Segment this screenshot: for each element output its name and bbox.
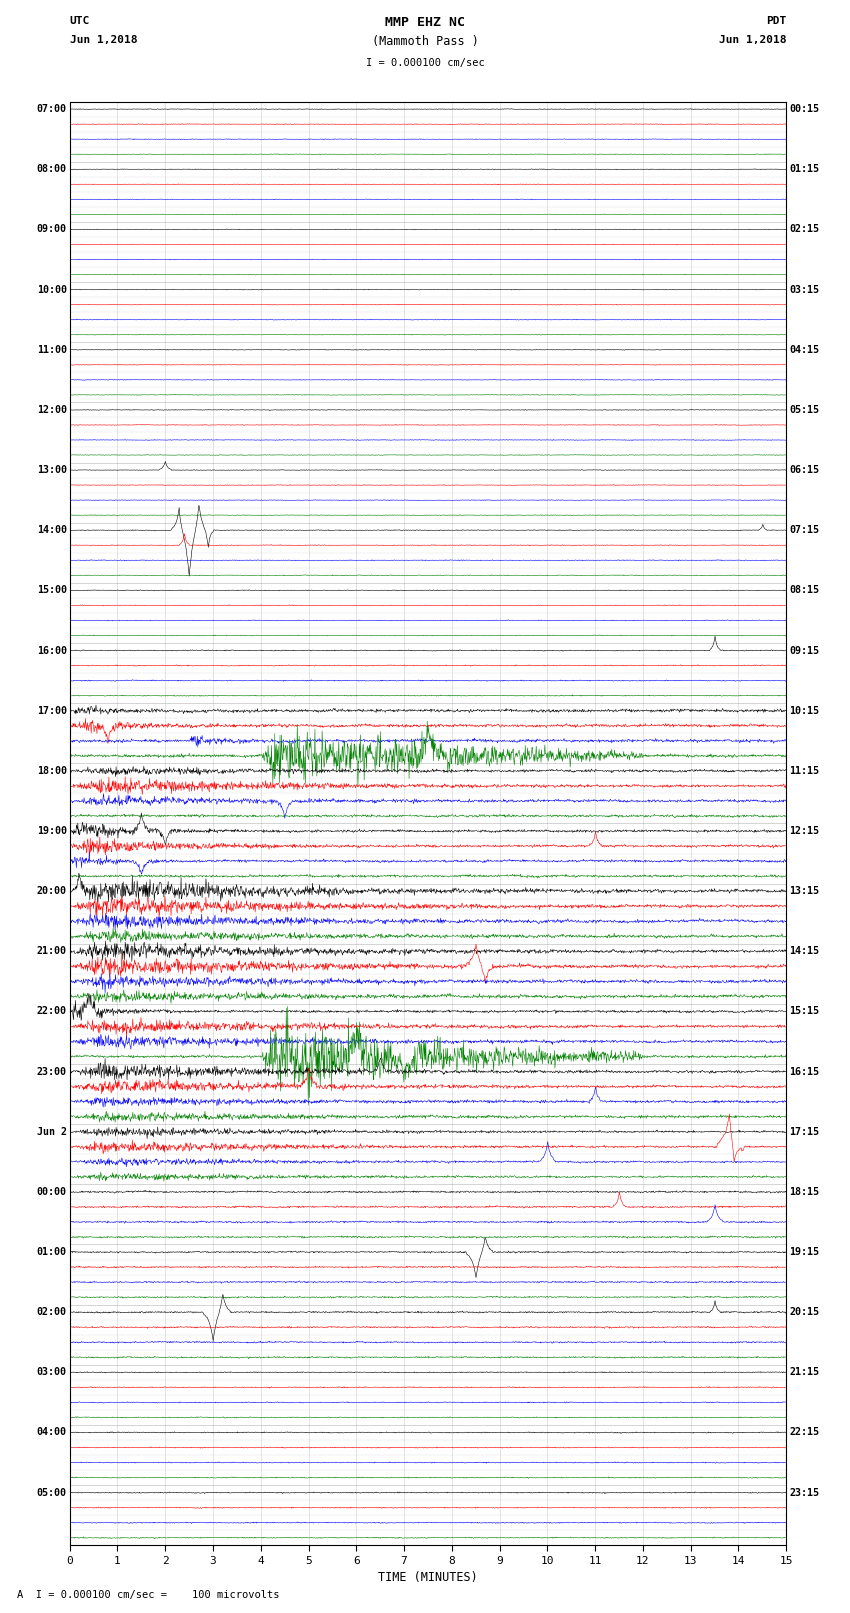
Text: 10:15: 10:15 bbox=[789, 705, 819, 716]
Text: 16:15: 16:15 bbox=[789, 1066, 819, 1076]
Text: 12:00: 12:00 bbox=[37, 405, 67, 415]
Text: I = 0.000100 cm/sec: I = 0.000100 cm/sec bbox=[366, 58, 484, 68]
Text: 11:15: 11:15 bbox=[789, 766, 819, 776]
Text: 06:15: 06:15 bbox=[789, 465, 819, 476]
Text: 18:15: 18:15 bbox=[789, 1187, 819, 1197]
Text: 10:00: 10:00 bbox=[37, 284, 67, 295]
Text: 09:15: 09:15 bbox=[789, 645, 819, 655]
Text: 01:15: 01:15 bbox=[789, 165, 819, 174]
Text: 22:00: 22:00 bbox=[37, 1007, 67, 1016]
Text: 04:15: 04:15 bbox=[789, 345, 819, 355]
Text: 13:15: 13:15 bbox=[789, 886, 819, 897]
Text: A  I = 0.000100 cm/sec =    100 microvolts: A I = 0.000100 cm/sec = 100 microvolts bbox=[17, 1590, 280, 1600]
Text: 05:00: 05:00 bbox=[37, 1487, 67, 1497]
Text: 23:15: 23:15 bbox=[789, 1487, 819, 1497]
Text: 17:15: 17:15 bbox=[789, 1127, 819, 1137]
Text: Jun 2: Jun 2 bbox=[37, 1127, 67, 1137]
Text: 16:00: 16:00 bbox=[37, 645, 67, 655]
Text: 00:00: 00:00 bbox=[37, 1187, 67, 1197]
Text: Jun 1,2018: Jun 1,2018 bbox=[719, 35, 786, 45]
Text: 04:00: 04:00 bbox=[37, 1428, 67, 1437]
Text: 18:00: 18:00 bbox=[37, 766, 67, 776]
Text: 13:00: 13:00 bbox=[37, 465, 67, 476]
Text: 19:15: 19:15 bbox=[789, 1247, 819, 1257]
Text: 02:15: 02:15 bbox=[789, 224, 819, 234]
Text: 17:00: 17:00 bbox=[37, 705, 67, 716]
Text: 19:00: 19:00 bbox=[37, 826, 67, 836]
Text: 00:15: 00:15 bbox=[789, 105, 819, 115]
Text: 21:15: 21:15 bbox=[789, 1368, 819, 1378]
Text: 07:00: 07:00 bbox=[37, 105, 67, 115]
Text: 20:15: 20:15 bbox=[789, 1307, 819, 1318]
Text: 08:00: 08:00 bbox=[37, 165, 67, 174]
Text: 15:15: 15:15 bbox=[789, 1007, 819, 1016]
Text: 03:00: 03:00 bbox=[37, 1368, 67, 1378]
Text: 21:00: 21:00 bbox=[37, 947, 67, 957]
Text: 05:15: 05:15 bbox=[789, 405, 819, 415]
Text: 02:00: 02:00 bbox=[37, 1307, 67, 1318]
Text: 14:00: 14:00 bbox=[37, 526, 67, 536]
Text: 09:00: 09:00 bbox=[37, 224, 67, 234]
Text: 01:00: 01:00 bbox=[37, 1247, 67, 1257]
Text: 22:15: 22:15 bbox=[789, 1428, 819, 1437]
Text: Jun 1,2018: Jun 1,2018 bbox=[70, 35, 137, 45]
Text: 14:15: 14:15 bbox=[789, 947, 819, 957]
Text: 15:00: 15:00 bbox=[37, 586, 67, 595]
Text: UTC: UTC bbox=[70, 16, 90, 26]
Text: 11:00: 11:00 bbox=[37, 345, 67, 355]
X-axis label: TIME (MINUTES): TIME (MINUTES) bbox=[378, 1571, 478, 1584]
Text: 20:00: 20:00 bbox=[37, 886, 67, 897]
Text: 08:15: 08:15 bbox=[789, 586, 819, 595]
Text: 07:15: 07:15 bbox=[789, 526, 819, 536]
Text: MMP EHZ NC: MMP EHZ NC bbox=[385, 16, 465, 29]
Text: (Mammoth Pass ): (Mammoth Pass ) bbox=[371, 35, 479, 48]
Text: 03:15: 03:15 bbox=[789, 284, 819, 295]
Text: 12:15: 12:15 bbox=[789, 826, 819, 836]
Text: 23:00: 23:00 bbox=[37, 1066, 67, 1076]
Text: PDT: PDT bbox=[766, 16, 786, 26]
